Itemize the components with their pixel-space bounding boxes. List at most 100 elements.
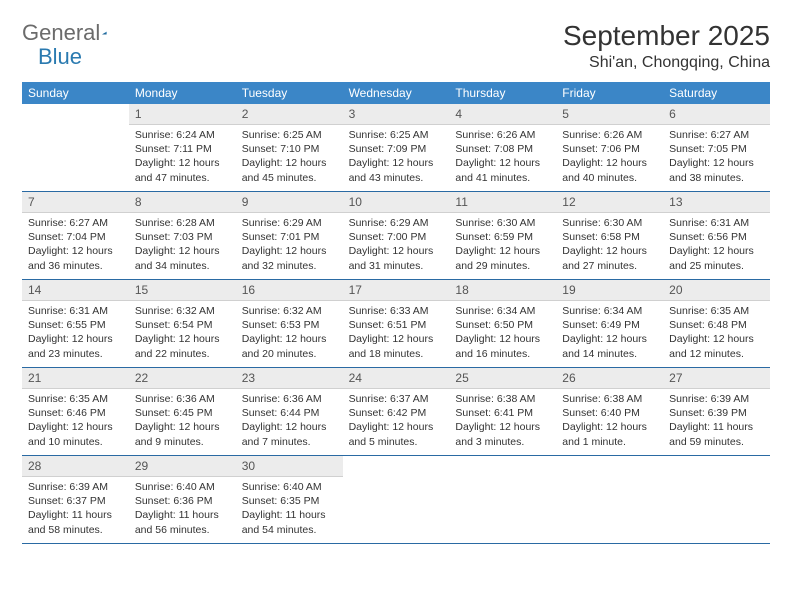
daylight-line: Daylight: 12 hours and 38 minutes.: [669, 156, 764, 184]
day-body: Sunrise: 6:36 AMSunset: 6:45 PMDaylight:…: [129, 389, 236, 455]
day-number: 16: [236, 280, 343, 300]
day-cell: 2Sunrise: 6:25 AMSunset: 7:10 PMDaylight…: [236, 104, 343, 191]
day-num-wrap: 5: [556, 104, 663, 125]
daylight-line: Daylight: 12 hours and 47 minutes.: [135, 156, 230, 184]
day-cell: [556, 456, 663, 543]
day-num-wrap: 11: [449, 192, 556, 213]
daylight-line: Daylight: 12 hours and 18 minutes.: [349, 332, 444, 360]
sunrise-line: Sunrise: 6:36 AM: [135, 392, 230, 406]
day-cell: 18Sunrise: 6:34 AMSunset: 6:50 PMDayligh…: [449, 280, 556, 367]
week-row: 14Sunrise: 6:31 AMSunset: 6:55 PMDayligh…: [22, 280, 770, 368]
day-cell: [663, 456, 770, 543]
day-body: [343, 476, 450, 485]
sunset-line: Sunset: 6:49 PM: [562, 318, 657, 332]
day-cell: 17Sunrise: 6:33 AMSunset: 6:51 PMDayligh…: [343, 280, 450, 367]
day-num-wrap: 17: [343, 280, 450, 301]
day-number: 23: [236, 368, 343, 388]
sunrise-line: Sunrise: 6:29 AM: [349, 216, 444, 230]
sunrise-line: Sunrise: 6:30 AM: [562, 216, 657, 230]
daylight-line: Daylight: 12 hours and 20 minutes.: [242, 332, 337, 360]
daylight-line: Daylight: 12 hours and 22 minutes.: [135, 332, 230, 360]
day-body: Sunrise: 6:31 AMSunset: 6:56 PMDaylight:…: [663, 213, 770, 279]
day-body: Sunrise: 6:32 AMSunset: 6:53 PMDaylight:…: [236, 301, 343, 367]
sunset-line: Sunset: 6:42 PM: [349, 406, 444, 420]
day-cell: [343, 456, 450, 543]
day-body: Sunrise: 6:27 AMSunset: 7:05 PMDaylight:…: [663, 125, 770, 191]
sunset-line: Sunset: 7:11 PM: [135, 142, 230, 156]
day-cell: 24Sunrise: 6:37 AMSunset: 6:42 PMDayligh…: [343, 368, 450, 455]
daylight-line: Daylight: 12 hours and 41 minutes.: [455, 156, 550, 184]
day-num-wrap: 7: [22, 192, 129, 213]
dow-cell: Sunday: [22, 82, 129, 104]
sunset-line: Sunset: 6:55 PM: [28, 318, 123, 332]
logo-triangle-icon: [102, 24, 107, 42]
sunset-line: Sunset: 7:03 PM: [135, 230, 230, 244]
daylight-line: Daylight: 12 hours and 31 minutes.: [349, 244, 444, 272]
sunrise-line: Sunrise: 6:36 AM: [242, 392, 337, 406]
sunrise-line: Sunrise: 6:26 AM: [562, 128, 657, 142]
sunrise-line: Sunrise: 6:29 AM: [242, 216, 337, 230]
day-cell: 5Sunrise: 6:26 AMSunset: 7:06 PMDaylight…: [556, 104, 663, 191]
day-cell: 21Sunrise: 6:35 AMSunset: 6:46 PMDayligh…: [22, 368, 129, 455]
daylight-line: Daylight: 12 hours and 45 minutes.: [242, 156, 337, 184]
sunset-line: Sunset: 6:41 PM: [455, 406, 550, 420]
day-num-wrap: 27: [663, 368, 770, 389]
day-body: Sunrise: 6:35 AMSunset: 6:46 PMDaylight:…: [22, 389, 129, 455]
daylight-line: Daylight: 11 hours and 59 minutes.: [669, 420, 764, 448]
sunrise-line: Sunrise: 6:31 AM: [28, 304, 123, 318]
day-num-wrap: 30: [236, 456, 343, 477]
day-cell: 20Sunrise: 6:35 AMSunset: 6:48 PMDayligh…: [663, 280, 770, 367]
day-cell: 22Sunrise: 6:36 AMSunset: 6:45 PMDayligh…: [129, 368, 236, 455]
day-body: Sunrise: 6:25 AMSunset: 7:10 PMDaylight:…: [236, 125, 343, 191]
sunset-line: Sunset: 6:39 PM: [669, 406, 764, 420]
calendar: SundayMondayTuesdayWednesdayThursdayFrid…: [22, 82, 770, 544]
day-number: 22: [129, 368, 236, 388]
sunset-line: Sunset: 6:51 PM: [349, 318, 444, 332]
day-cell: 7Sunrise: 6:27 AMSunset: 7:04 PMDaylight…: [22, 192, 129, 279]
day-number: [449, 456, 556, 476]
dow-row: SundayMondayTuesdayWednesdayThursdayFrid…: [22, 82, 770, 104]
day-cell: 13Sunrise: 6:31 AMSunset: 6:56 PMDayligh…: [663, 192, 770, 279]
day-num-wrap: 19: [556, 280, 663, 301]
day-cell: 25Sunrise: 6:38 AMSunset: 6:41 PMDayligh…: [449, 368, 556, 455]
day-number: 5: [556, 104, 663, 124]
week-row: 21Sunrise: 6:35 AMSunset: 6:46 PMDayligh…: [22, 368, 770, 456]
sunset-line: Sunset: 6:59 PM: [455, 230, 550, 244]
day-body: Sunrise: 6:31 AMSunset: 6:55 PMDaylight:…: [22, 301, 129, 367]
header: General September 2025 Shi'an, Chongqing…: [22, 20, 770, 72]
day-body: Sunrise: 6:26 AMSunset: 7:06 PMDaylight:…: [556, 125, 663, 191]
day-num-wrap: 21: [22, 368, 129, 389]
day-body: Sunrise: 6:34 AMSunset: 6:49 PMDaylight:…: [556, 301, 663, 367]
title-block: September 2025 Shi'an, Chongqing, China: [563, 20, 770, 72]
dow-cell: Wednesday: [343, 82, 450, 104]
day-num-wrap: 23: [236, 368, 343, 389]
day-num-wrap: 15: [129, 280, 236, 301]
day-num-wrap: 24: [343, 368, 450, 389]
logo: General: [22, 20, 130, 46]
day-number: 1: [129, 104, 236, 124]
day-body: Sunrise: 6:24 AMSunset: 7:11 PMDaylight:…: [129, 125, 236, 191]
day-cell: 19Sunrise: 6:34 AMSunset: 6:49 PMDayligh…: [556, 280, 663, 367]
day-number: [663, 456, 770, 476]
sunset-line: Sunset: 6:53 PM: [242, 318, 337, 332]
sunset-line: Sunset: 7:08 PM: [455, 142, 550, 156]
day-number: 25: [449, 368, 556, 388]
daylight-line: Daylight: 11 hours and 58 minutes.: [28, 508, 123, 536]
sunset-line: Sunset: 6:45 PM: [135, 406, 230, 420]
day-number: 9: [236, 192, 343, 212]
day-cell: 10Sunrise: 6:29 AMSunset: 7:00 PMDayligh…: [343, 192, 450, 279]
day-cell: 23Sunrise: 6:36 AMSunset: 6:44 PMDayligh…: [236, 368, 343, 455]
day-cell: 3Sunrise: 6:25 AMSunset: 7:09 PMDaylight…: [343, 104, 450, 191]
sunrise-line: Sunrise: 6:35 AM: [669, 304, 764, 318]
daylight-line: Daylight: 12 hours and 43 minutes.: [349, 156, 444, 184]
day-number: 24: [343, 368, 450, 388]
sunset-line: Sunset: 6:48 PM: [669, 318, 764, 332]
month-title: September 2025: [563, 20, 770, 52]
daylight-line: Daylight: 12 hours and 1 minute.: [562, 420, 657, 448]
day-num-wrap: 16: [236, 280, 343, 301]
day-num-wrap: 4: [449, 104, 556, 125]
logo-word1: General: [22, 20, 100, 46]
day-body: [22, 124, 129, 133]
day-cell: 1Sunrise: 6:24 AMSunset: 7:11 PMDaylight…: [129, 104, 236, 191]
sunrise-line: Sunrise: 6:40 AM: [242, 480, 337, 494]
